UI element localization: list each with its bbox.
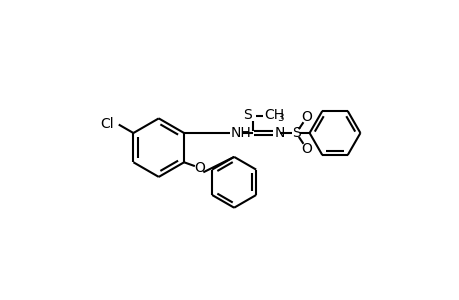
Text: S: S [291, 126, 300, 140]
Text: O: O [301, 110, 311, 124]
Text: N: N [274, 126, 284, 140]
Text: 3: 3 [277, 113, 283, 123]
Text: O: O [301, 142, 311, 156]
Text: O: O [194, 161, 204, 176]
Text: CH: CH [263, 108, 284, 122]
Text: S: S [242, 108, 251, 122]
Text: NH: NH [230, 126, 251, 140]
Text: Cl: Cl [100, 117, 114, 131]
